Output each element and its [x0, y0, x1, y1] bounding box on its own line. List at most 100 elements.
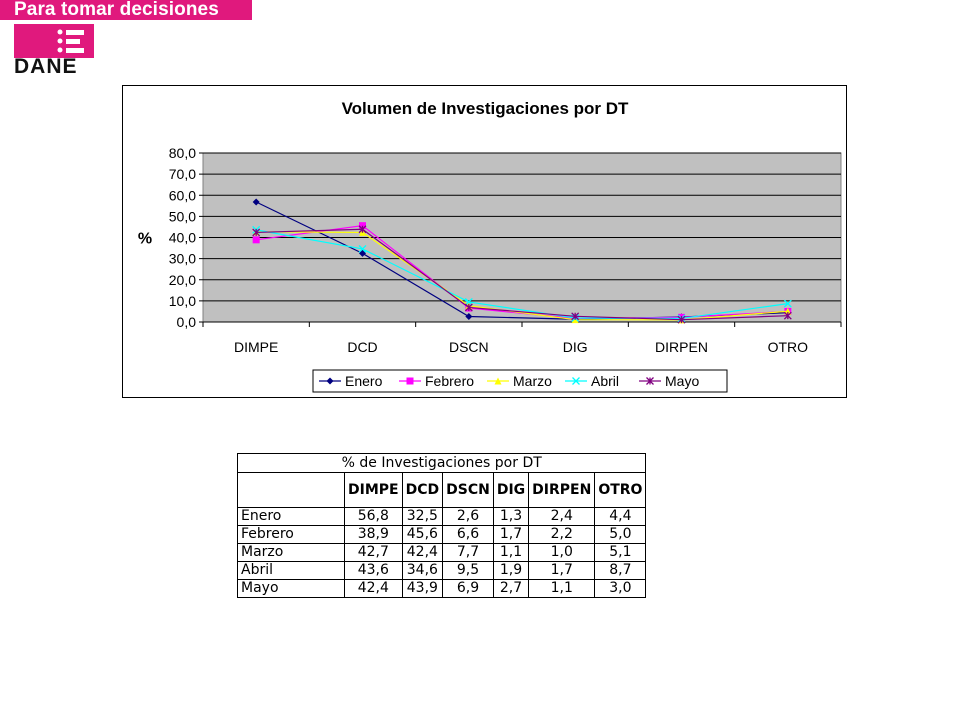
logo-text: DANE: [14, 55, 78, 78]
x-tick-label: DCD: [347, 339, 377, 355]
tagline-text: Para tomar decisiones: [14, 0, 219, 20]
data-point-febrero: [359, 222, 366, 230]
data-point-mayo: [358, 225, 367, 234]
legend-box: [312, 369, 728, 393]
y-tick-label: 30,0: [169, 251, 196, 267]
data-point-marzo: [784, 307, 792, 315]
table-cell: 2,2: [528, 525, 596, 544]
y-tick-label: 80,0: [169, 145, 196, 161]
table-row-label: Febrero: [237, 525, 345, 544]
table-cell: 9,5: [442, 561, 494, 580]
data-point-mayo: [783, 311, 792, 320]
table-column-header: DCD: [401, 472, 444, 508]
chart-frame: Volumen de Investigaciones por DT 0,0 10,0…: [122, 85, 847, 398]
table-cell: 2,7: [492, 579, 530, 598]
table-cell: 1,1: [492, 543, 530, 562]
table-row: Enero 56,8 32,5 2,6 1,3 2,4 4,4: [237, 507, 647, 526]
table-cell: 1,9: [492, 561, 530, 580]
data-table: % de Investigaciones por DT DIMPE DCD DSCN…: [236, 453, 647, 598]
table-cell: 1,7: [528, 561, 596, 580]
series-line-mayo: [256, 228, 788, 321]
table-cell: 7,7: [442, 543, 494, 562]
x-tick-label: DSCN: [449, 339, 489, 355]
table-cell: 3,0: [594, 579, 647, 598]
legend-marker: [406, 377, 414, 385]
table-cell: 43,6: [344, 561, 403, 580]
data-point-mayo: [677, 315, 686, 324]
table-cell: 1,3: [492, 507, 530, 526]
x-tick-label: DIMPE: [234, 339, 278, 355]
line-chart: Volumen de Investigaciones por DT 0,0 10,0…: [138, 99, 842, 393]
tagline-banner: Para tomar decisiones: [0, 0, 252, 20]
table-row: Mayo 42,4 43,9 6,9 2,7 1,1 3,0: [237, 579, 647, 598]
y-tick-label: 60,0: [169, 187, 196, 203]
table-cell: 42,4: [401, 543, 444, 562]
table-row-label: Abril: [237, 561, 345, 580]
data-point-enero: [252, 198, 260, 206]
table-row: Abril 43,6 34,6 9,5 1,9 1,7 8,7: [237, 561, 647, 580]
table-cell: 6,9: [442, 579, 494, 598]
y-tick-label: 70,0: [169, 166, 196, 182]
x-tick-label: DIG: [563, 339, 588, 355]
table-column-header: OTRO: [594, 472, 647, 508]
table-column-header: DIRPEN: [528, 472, 596, 508]
table-column-header: DIG: [492, 472, 530, 508]
table-title: % de Investigaciones por DT: [236, 453, 647, 473]
legend-marker: [326, 377, 334, 385]
x-tick-label: DIRPEN: [655, 339, 708, 355]
table-row-label: Mayo: [237, 579, 345, 598]
legend-marker: [646, 377, 654, 385]
dane-logo-icon: [14, 24, 94, 58]
table-cell: 1,0: [528, 543, 596, 562]
table-column-header: DIMPE: [344, 472, 403, 508]
table-cell: 42,4: [344, 579, 403, 598]
data-point-mayo: [571, 312, 580, 321]
table-cell: 2,6: [442, 507, 494, 526]
legend-label: Febrero: [425, 373, 474, 389]
table-cell: 1,1: [528, 579, 596, 598]
x-tick-label: OTRO: [768, 339, 809, 355]
table-column-header: DSCN: [442, 472, 494, 508]
legend-label: Enero: [345, 373, 383, 389]
table-cell: 5,1: [594, 543, 647, 562]
data-point-enero: [359, 249, 366, 257]
legend-marker: [572, 377, 580, 385]
series-line-abril: [256, 229, 788, 320]
y-tick-label: 10,0: [169, 293, 196, 309]
y-tick-label: 0,0: [177, 314, 197, 330]
data-point-febrero: [252, 236, 260, 244]
y-axis-label: %: [138, 231, 152, 248]
legend-label: Abril: [591, 373, 619, 389]
data-point-abril: [783, 299, 792, 308]
table-cell: 42,7: [344, 543, 403, 562]
table-row: Marzo 42,7 42,4 7,7 1,1 1,0 5,1: [237, 543, 647, 562]
legend-label: Marzo: [513, 373, 552, 389]
table-cell: 8,7: [594, 561, 647, 580]
table-cell: 43,9: [401, 579, 444, 598]
table-cell: 2,4: [528, 507, 596, 526]
y-tick-label: 20,0: [169, 272, 196, 288]
y-tick-label: 40,0: [169, 230, 196, 246]
table-cell: 6,6: [442, 525, 494, 544]
data-point-mayo: [464, 303, 473, 312]
data-point-enero: [465, 313, 473, 321]
table-header-row: DIMPE DCD DSCN DIG DIRPEN OTRO: [237, 472, 647, 508]
table-row: Febrero 38,9 45,6 6,6 1,7 2,2 5,0: [237, 525, 647, 544]
table-row-label: Marzo: [237, 543, 345, 562]
y-tick-label: 50,0: [169, 208, 196, 224]
table-cell: 56,8: [344, 507, 403, 526]
table-cell: 1,7: [492, 525, 530, 544]
table-cell: 32,5: [401, 507, 444, 526]
data-point-abril: [358, 244, 367, 253]
legend-marker: [494, 377, 502, 385]
table-cell: 34,6: [401, 561, 444, 580]
data-point-mayo: [252, 228, 261, 237]
table-cell: 5,0: [594, 525, 647, 544]
table-cell: 4,4: [594, 507, 647, 526]
table-row-label: Enero: [237, 507, 345, 526]
chart-title: Volumen de Investigaciones por DT: [342, 99, 629, 118]
table-cell: 45,6: [401, 525, 444, 544]
table-cell: 38,9: [344, 525, 403, 544]
table-corner-cell: [237, 472, 345, 508]
legend-label: Mayo: [665, 373, 699, 389]
